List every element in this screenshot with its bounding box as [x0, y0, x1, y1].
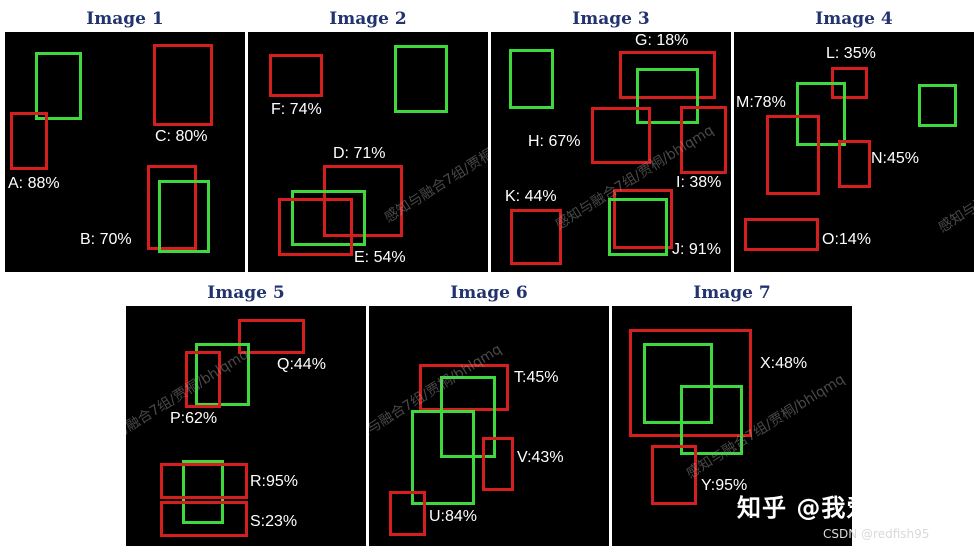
gt-box: [608, 198, 668, 256]
label-l: L: 35%: [826, 45, 876, 62]
panel-5: Q:44% P:62% R:95% S:23% 感知与融合7组/贾桐/bhlqm…: [126, 306, 366, 546]
panel-1-title: Image 1: [86, 9, 164, 29]
panel-2: F: 74% D: 71% E: 54% 感知与融合7组/贾桐/bhlqmq: [248, 32, 488, 272]
pred-box-i: [680, 106, 727, 174]
panel-3: G: 18% H: 67% I: 38% K: 44% J: 91% 感知与融合…: [491, 32, 731, 272]
pred-box-o: [744, 218, 819, 251]
panel-1: A: 88% C: 80% B: 70%: [5, 32, 245, 272]
label-u: U:84%: [429, 508, 478, 525]
pred-box-g: [619, 51, 716, 99]
panel-3-title: Image 3: [572, 9, 650, 29]
gt-box: [291, 190, 366, 246]
label-c: C: 80%: [155, 128, 208, 145]
pred-box-b: [147, 165, 197, 250]
label-r: R:95%: [250, 473, 299, 490]
panel-4-title: Image 4: [815, 9, 893, 29]
label-k: K: 44%: [505, 188, 557, 205]
label-a: A: 88%: [8, 175, 60, 192]
pred-box-x: [629, 329, 752, 437]
pred-box-p: [185, 351, 221, 408]
label-s: S:23%: [250, 513, 298, 530]
label-m: M:78%: [736, 94, 786, 111]
pred-box-m: [766, 115, 820, 195]
gt-box: [918, 84, 957, 127]
pred-box-c: [153, 44, 213, 126]
pred-box-s: [160, 501, 248, 537]
gt-box: [680, 385, 743, 455]
pred-box-y: [651, 445, 697, 505]
gt-box: [509, 49, 554, 109]
gt-box: [158, 180, 210, 253]
panel-2-title: Image 2: [329, 9, 407, 29]
pred-box-v: [482, 437, 514, 491]
pred-box-h: [591, 107, 651, 164]
gt-box: [35, 52, 82, 120]
panel-5-title: Image 5: [207, 283, 285, 303]
label-y: Y:95%: [701, 477, 748, 494]
label-f: F: 74%: [271, 101, 322, 118]
label-p: P:62%: [170, 410, 218, 427]
label-g: G: 18%: [635, 32, 689, 49]
panel-6-title: Image 6: [450, 283, 528, 303]
gt-box: [394, 45, 448, 113]
label-i: I: 38%: [676, 174, 722, 191]
pred-box-n: [838, 140, 871, 188]
gt-box: [636, 68, 699, 124]
label-d: D: 71%: [333, 145, 386, 162]
pred-box-r: [160, 463, 248, 499]
gt-box: [182, 460, 224, 524]
label-h: H: 67%: [528, 133, 581, 150]
label-j: J: 91%: [672, 241, 721, 258]
pred-box-a: [10, 112, 48, 170]
gt-box: [796, 82, 846, 146]
panel-7-title: Image 7: [693, 283, 771, 303]
gt-box: [643, 343, 713, 424]
gt-box: [440, 376, 496, 458]
pred-box-j: [613, 189, 673, 249]
panel-7: X:48% Y:95% 感知与融合7组/贾桐/bhlqmq: [612, 306, 852, 546]
label-e: E: 54%: [354, 249, 406, 266]
label-x: X:48%: [760, 355, 808, 372]
pred-box-e: [278, 198, 353, 256]
gt-box: [195, 343, 250, 406]
panel-4: L: 35% M:78% N:45% O:14% 感知与融合7组/贾桐/bhlq…: [734, 32, 974, 272]
pred-box-f: [269, 54, 323, 97]
pred-box-u: [389, 491, 426, 536]
label-t: T:45%: [514, 369, 559, 386]
credit-text: CSDN @redfish95: [823, 527, 930, 541]
pred-box-k: [510, 209, 562, 265]
panel-6: T:45% V:43% U:84% 感知与融合7组/贾桐/bhlqmq: [369, 306, 609, 546]
label-q: Q:44%: [277, 356, 326, 373]
brand-mark: 知乎 @我爱馒头: [737, 494, 922, 522]
gt-box: [411, 410, 475, 505]
label-n: N:45%: [871, 150, 920, 167]
label-o: O:14%: [822, 231, 871, 248]
label-b: B: 70%: [80, 231, 132, 248]
watermark: 感知与融合7组/贾桐/bhlqmq: [935, 125, 974, 237]
label-v: V:43%: [517, 449, 564, 466]
pred-box-q: [238, 319, 305, 354]
pred-box-t: [419, 364, 509, 411]
